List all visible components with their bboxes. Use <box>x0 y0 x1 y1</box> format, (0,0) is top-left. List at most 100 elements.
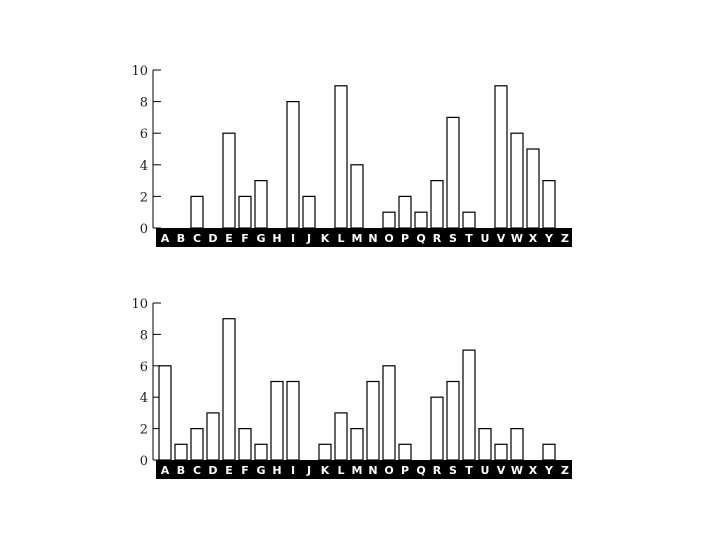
bar-P <box>398 443 412 461</box>
y-tick-label: 2 <box>140 423 148 438</box>
y-tick-label: 4 <box>140 159 148 174</box>
y-tick-label: 8 <box>140 96 148 111</box>
x-tick-label: U <box>481 464 490 477</box>
y-tick-label: 4 <box>140 391 148 406</box>
bar-M <box>350 428 364 461</box>
x-tick-label: M <box>352 232 363 245</box>
y-tick-label: 10 <box>131 297 148 312</box>
bar-V <box>494 85 508 229</box>
x-tick-label: C <box>193 232 201 245</box>
x-tick-label: A <box>161 232 170 245</box>
x-tick-label: D <box>208 464 217 477</box>
x-tick-label: F <box>241 464 249 477</box>
bar-R <box>430 180 444 229</box>
x-tick-label: T <box>465 464 473 477</box>
chart-panel-2: 0 2 4 6 8 10 A B C D E F G H I J K L M N O P Q R S T U V W X Y Z <box>131 297 572 479</box>
bar-U <box>478 428 492 461</box>
bar-L <box>334 85 348 229</box>
x-tick-label: Z <box>561 464 569 477</box>
x-tick-label: B <box>177 464 185 477</box>
x-tick-label: E <box>225 464 233 477</box>
bar-K <box>318 443 332 461</box>
x-tick-label: K <box>321 232 330 245</box>
bar-L <box>334 412 348 461</box>
bar-G <box>254 180 268 229</box>
x-tick-label: C <box>193 464 201 477</box>
bar-O <box>382 211 396 229</box>
x-tick-label: R <box>433 232 442 245</box>
x-tick-label: Y <box>544 232 554 245</box>
bar-W <box>510 428 524 461</box>
x-tick-label: F <box>241 232 249 245</box>
x-tick-label: I <box>291 232 295 245</box>
x-tick-label: J <box>306 464 311 477</box>
x-tick-label: V <box>497 232 506 245</box>
x-tick-label: H <box>272 232 281 245</box>
y-tick-label: 8 <box>140 328 148 343</box>
bar-H <box>270 380 284 461</box>
x-tick-label: Q <box>416 232 425 245</box>
x-tick-label: B <box>177 232 185 245</box>
bar-D <box>206 412 220 461</box>
y-tick-label: 0 <box>140 222 148 237</box>
y-tick-label: 6 <box>140 360 148 375</box>
x-tick-label: N <box>368 464 377 477</box>
x-tick-label: K <box>321 464 330 477</box>
x-tick-label: M <box>352 464 363 477</box>
bar-T <box>462 349 476 461</box>
category-band <box>156 460 572 479</box>
x-tick-label: A <box>161 464 170 477</box>
bar-C <box>190 195 204 229</box>
x-tick-label: X <box>529 464 538 477</box>
category-band <box>156 228 572 247</box>
bar-C <box>190 428 204 461</box>
x-tick-label: D <box>208 232 217 245</box>
x-tick-label: N <box>368 232 377 245</box>
x-tick-label: E <box>225 232 233 245</box>
x-tick-label: T <box>465 232 473 245</box>
bar-B <box>174 443 188 461</box>
x-tick-label: L <box>337 232 344 245</box>
x-tick-label: S <box>449 464 457 477</box>
bar-I <box>286 100 300 229</box>
x-tick-label: U <box>481 232 490 245</box>
y-tick-label: 0 <box>140 454 148 469</box>
bar-T <box>462 211 476 229</box>
bar-Y <box>542 443 556 461</box>
x-tick-label: P <box>401 232 409 245</box>
bar-F <box>238 428 252 461</box>
bar-X <box>526 148 540 229</box>
x-tick-label: Q <box>416 464 425 477</box>
bar-F <box>238 195 252 229</box>
bar-V <box>494 443 508 461</box>
x-tick-label: L <box>337 464 344 477</box>
bar-E <box>222 318 236 461</box>
x-tick-label: H <box>272 464 281 477</box>
y-tick-label: 6 <box>140 127 148 142</box>
bar-J <box>302 195 316 229</box>
bar-N <box>366 380 380 461</box>
x-tick-label: V <box>497 464 506 477</box>
x-tick-label: I <box>291 464 295 477</box>
x-tick-label: Z <box>561 232 569 245</box>
bar-G <box>254 443 268 461</box>
bar-E <box>222 132 236 229</box>
chart-panel-1: 0 2 4 6 8 10 A B C D E F G H I J K L M N O P Q R S T U V W X Y Z <box>131 64 572 247</box>
bar-S <box>446 380 460 461</box>
bar-O <box>382 365 396 461</box>
y-tick-label: 2 <box>140 190 148 205</box>
bar-I <box>286 380 300 461</box>
x-tick-label: P <box>401 464 409 477</box>
x-tick-label: W <box>511 232 523 245</box>
bar-A <box>158 365 172 461</box>
bar-R <box>430 396 444 461</box>
bar-Q <box>414 211 428 229</box>
x-tick-label: G <box>256 232 265 245</box>
x-tick-label: O <box>384 232 393 245</box>
x-tick-label: Y <box>544 464 554 477</box>
bar-P <box>398 195 412 229</box>
x-tick-label: R <box>433 464 442 477</box>
x-tick-label: O <box>384 464 393 477</box>
x-tick-label: G <box>256 464 265 477</box>
